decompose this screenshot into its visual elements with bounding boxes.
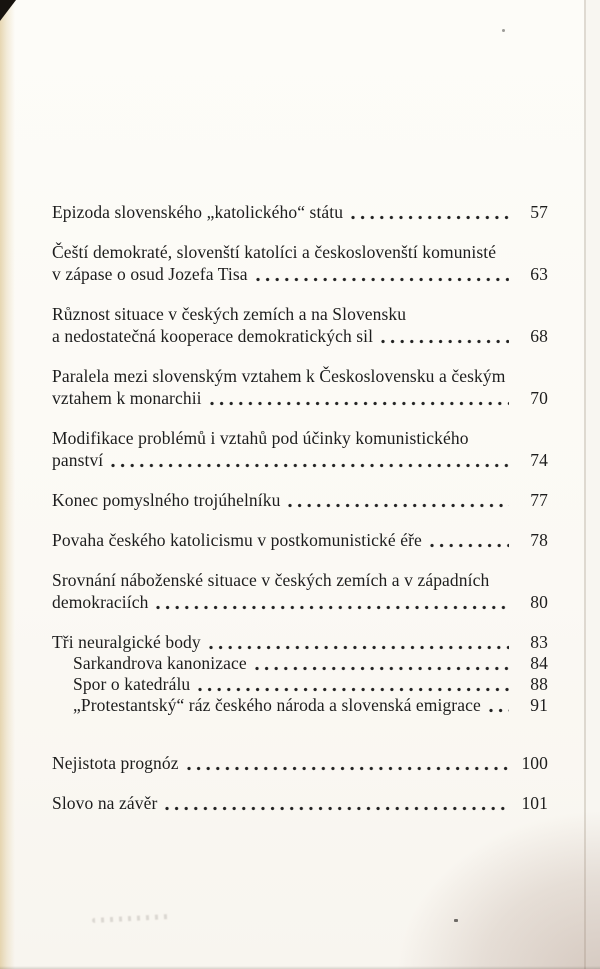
toc-entry-title: Slovo na závěr (52, 793, 158, 813)
page-right-edge (586, 0, 600, 969)
toc-page-number: 84 (530, 653, 548, 673)
toc-entry-title: Srovnání náboženské situace v českých ze… (52, 570, 490, 590)
toc-entry-title: Paralela mezi slovenským vztahem k Česko… (52, 366, 506, 386)
toc-entry: Čeští demokraté, slovenští katolíci a če… (52, 241, 548, 285)
dot-leader (429, 543, 509, 548)
toc-entry-title: Spor o katedrálu (73, 674, 191, 694)
scan-speck (502, 29, 505, 32)
dot-leader (198, 687, 509, 692)
table-of-contents: Epizoda slovenského „katolického“ státu … (52, 201, 548, 832)
toc-entry-title: Různost situace v českých zemích a na Sl… (52, 304, 407, 324)
toc-subentry: Sarkandrova kanonizace 84 (73, 653, 548, 674)
toc-page-number: 68 (530, 326, 548, 346)
toc-entry-title-line2: vztahem k monarchii (52, 388, 202, 408)
toc-page-number: 70 (530, 388, 548, 408)
dot-leader (254, 666, 509, 671)
page-right-edge-line (584, 0, 586, 969)
toc-entry-title: Konec pomyslného trojúhelníku (52, 490, 281, 510)
toc-entry-title: „Protestantský“ ráz českého národa a slo… (73, 695, 481, 715)
toc-entry: Tři neuralgické body 83 (52, 631, 548, 653)
toc-entry-title: Nejistota prognóz (52, 753, 179, 773)
dot-leader (351, 215, 509, 220)
toc-page-number: 83 (530, 632, 548, 652)
dot-leader (111, 463, 509, 468)
dot-leader (208, 645, 509, 650)
toc-entry-title-line2: v zápase o osud Jozefa Tisa (52, 264, 248, 284)
toc-entry: Povaha českého katolicismu v postkomunis… (52, 529, 548, 551)
toc-subentry: „Protestantský“ ráz českého národa a slo… (73, 695, 548, 716)
toc-entry-title: Čeští demokraté, slovenští katolíci a če… (52, 242, 497, 262)
toc-page-number: 101 (521, 793, 548, 813)
page-left-edge-tint (0, 0, 15, 969)
toc-page-number: 100 (521, 753, 548, 773)
toc-page-number: 91 (530, 695, 548, 715)
toc-page-number: 63 (530, 264, 548, 284)
toc-entry: Paralela mezi slovenským vztahem k Česko… (52, 365, 548, 409)
dot-leader (156, 605, 509, 610)
page-bottom-edge (0, 966, 600, 969)
toc-entry-title-line2: demokraciích (52, 592, 149, 612)
toc-entry: Slovo na závěr 101 (52, 792, 548, 814)
dot-leader (255, 277, 509, 282)
toc-entry-title: Sarkandrova kanonizace (73, 653, 247, 673)
toc-page-number: 80 (530, 592, 548, 612)
dot-leader (381, 339, 509, 344)
toc-entry-title: Povaha českého katolicismu v postkomunis… (52, 530, 422, 550)
toc-entry-title-line2: a nedostatečná kooperace demokratických … (52, 326, 374, 346)
scan-corner-artifact (0, 0, 16, 21)
toc-page-number: 78 (530, 530, 548, 550)
toc-page-number: 88 (530, 674, 548, 694)
toc-entry-title: Tři neuralgické body (52, 632, 201, 652)
toc-entry: Modifikace problémů i vztahů pod účinky … (52, 427, 548, 471)
toc-entry: Konec pomyslného trojúhelníku 77 (52, 489, 548, 511)
toc-entry-title: Modifikace problémů i vztahů pod účinky … (52, 428, 469, 448)
dot-leader (209, 401, 509, 406)
toc-page-number: 77 (530, 490, 548, 510)
dot-leader (165, 806, 509, 811)
toc-page-number: 57 (530, 202, 548, 222)
pencil-smudge (91, 913, 171, 924)
toc-entry-title-line2: panství (52, 450, 104, 470)
dot-leader (488, 708, 509, 713)
toc-entry-title: Epizoda slovenského „katolického“ státu (52, 202, 344, 222)
toc-entry: Srovnání náboženské situace v českých ze… (52, 569, 548, 613)
toc-entry: Epizoda slovenského „katolického“ státu … (52, 201, 548, 223)
dot-leader (186, 766, 509, 771)
toc-subentry: Spor o katedrálu 88 (73, 674, 548, 695)
toc-page-number: 74 (530, 450, 548, 470)
toc-entry: Nejistota prognóz 100 (52, 752, 548, 774)
toc-entry: Různost situace v českých zemích a na Sl… (52, 303, 548, 347)
scan-speck (454, 919, 458, 922)
dot-leader (288, 503, 509, 508)
